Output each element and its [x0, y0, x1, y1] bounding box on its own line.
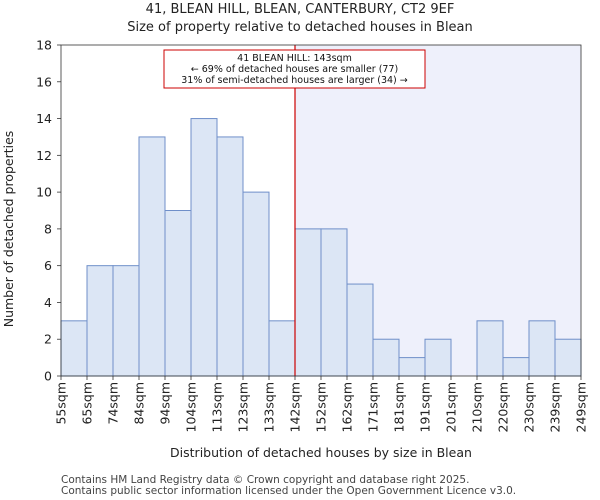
x-tick-label: 113sqm — [210, 382, 225, 432]
bar-74sqm — [112, 265, 140, 377]
x-tick-label: 74sqm — [106, 382, 121, 425]
y-tick-label: 2 — [44, 332, 52, 347]
bar-55sqm — [60, 320, 88, 377]
bars-group — [60, 118, 582, 377]
x-tick-label: 220sqm — [496, 382, 511, 432]
y-tick-label: 0 — [44, 369, 52, 384]
bar-113sqm — [216, 136, 244, 377]
bar-104sqm — [190, 118, 218, 377]
x-tick-label: 94sqm — [158, 382, 173, 425]
bar-191sqm — [424, 338, 452, 377]
x-axis-ticks: 55sqm 65sqm 74sqm 84sqm 94sqm 104sqm 113sqm 123… — [54, 376, 589, 432]
y-tick-label: 10 — [36, 185, 52, 200]
x-tick-label: 171sqm — [366, 382, 381, 432]
y-axis-ticks: 0 2 4 6 8 10 12 14 16 18 — [36, 38, 61, 384]
bar-162sqm — [346, 283, 374, 377]
annotation-line-1: 41 BLEAN HILL: 143sqm — [237, 53, 352, 64]
bar-210sqm — [476, 320, 504, 377]
bar-133sqm — [268, 320, 296, 377]
x-tick-label: 65sqm — [80, 382, 95, 425]
y-tick-label: 16 — [36, 74, 52, 89]
x-tick-label: 162sqm — [340, 382, 355, 432]
bar-123sqm — [242, 191, 270, 377]
chart-subtitle: Size of property relative to detached ho… — [127, 20, 473, 35]
x-tick-label: 142sqm — [288, 382, 303, 432]
bar-152sqm — [320, 228, 348, 377]
x-tick-label: 249sqm — [574, 382, 589, 432]
annotation-box: 41 BLEAN HILL: 143sqm ← 69% of detached … — [163, 49, 426, 89]
x-tick-label: 104sqm — [184, 382, 199, 432]
bar-230sqm — [528, 320, 556, 377]
y-tick-label: 14 — [36, 111, 52, 126]
y-tick-label: 8 — [44, 221, 52, 236]
y-tick-label: 12 — [36, 148, 52, 163]
x-tick-label: 55sqm — [54, 382, 69, 425]
bar-142sqm — [294, 228, 322, 377]
x-tick-label: 191sqm — [418, 382, 433, 432]
bar-181sqm — [398, 357, 426, 377]
annotation-line-2: ← 69% of detached houses are smaller (77… — [191, 64, 398, 75]
chart-title: 41, BLEAN HILL, BLEAN, CANTERBURY, CT2 9… — [146, 2, 455, 17]
footer-line-1: Contains HM Land Registry data © Crown c… — [61, 474, 469, 486]
x-tick-label: 239sqm — [548, 382, 563, 432]
x-tick-label: 84sqm — [132, 382, 147, 425]
x-tick-label: 201sqm — [444, 382, 459, 432]
x-axis-label: Distribution of detached houses by size … — [170, 445, 472, 460]
x-tick-label: 152sqm — [314, 382, 329, 432]
bar-65sqm — [86, 265, 114, 377]
y-tick-label: 6 — [44, 258, 52, 273]
plot-frame — [60, 44, 582, 377]
x-tick-label: 230sqm — [522, 382, 537, 432]
x-tick-label: 210sqm — [470, 382, 485, 432]
footer-line-2: Contains public sector information licen… — [61, 485, 516, 497]
bar-171sqm — [372, 338, 400, 377]
bar-84sqm — [138, 136, 166, 377]
y-axis-label: Number of detached properties — [1, 131, 16, 328]
x-tick-label: 133sqm — [262, 382, 277, 432]
bar-220sqm — [502, 357, 530, 377]
x-tick-label: 123sqm — [236, 382, 251, 432]
bar-239sqm — [554, 338, 582, 377]
y-tick-label: 18 — [36, 38, 52, 53]
annotation-line-3: 31% of semi-detached houses are larger (… — [181, 75, 408, 86]
y-tick-label: 4 — [44, 295, 52, 310]
x-tick-label: 181sqm — [392, 382, 407, 432]
bar-94sqm — [164, 210, 192, 377]
annotation-frame — [163, 49, 426, 89]
